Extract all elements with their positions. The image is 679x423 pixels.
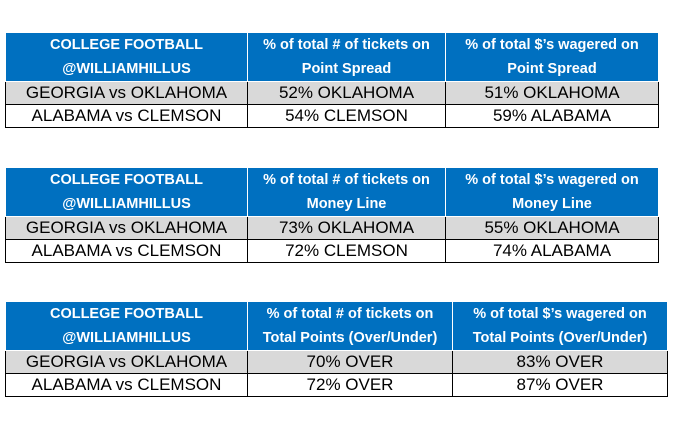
- header-cell-wagered: % of total $’s wagered on Point Spread: [445, 32, 659, 82]
- header-line: @WILLIAMHILLUS: [62, 196, 191, 212]
- header-cell-event: COLLEGE FOOTBALL @WILLIAMHILLUS: [5, 167, 248, 217]
- tickets-cell: 72% OVER: [247, 373, 453, 397]
- header-cell-tickets: % of total # of tickets on Point Spread: [247, 32, 446, 82]
- header-line: % of total $’s wagered on: [465, 172, 639, 188]
- header-line: % of total $’s wagered on: [473, 306, 647, 322]
- tickets-cell: 72% CLEMSON: [247, 239, 446, 263]
- header-line: % of total $’s wagered on: [465, 37, 639, 53]
- header-row: COLLEGE FOOTBALL @WILLIAMHILLUS % of tot…: [5, 167, 659, 217]
- header-cell-wagered: % of total $’s wagered on Money Line: [445, 167, 659, 217]
- total-points-table: COLLEGE FOOTBALL @WILLIAMHILLUS % of tot…: [5, 301, 668, 397]
- header-line: Point Spread: [301, 61, 392, 77]
- matchup-cell: ALABAMA vs CLEMSON: [5, 104, 248, 128]
- table-row: GEORGIA vs OKLAHOMA 70% OVER 83% OVER: [5, 350, 668, 374]
- tickets-cell: 73% OKLAHOMA: [247, 216, 446, 240]
- wagered-cell: 51% OKLAHOMA: [445, 81, 659, 105]
- table-row: GEORGIA vs OKLAHOMA 52% OKLAHOMA 51% OKL…: [5, 81, 659, 105]
- tickets-cell: 52% OKLAHOMA: [247, 81, 446, 105]
- header-row: COLLEGE FOOTBALL @WILLIAMHILLUS % of tot…: [5, 32, 659, 82]
- table-row: ALABAMA vs CLEMSON 72% CLEMSON 74% ALABA…: [5, 239, 659, 263]
- header-line: COLLEGE FOOTBALL: [49, 37, 204, 53]
- header-cell-tickets: % of total # of tickets on Money Line: [247, 167, 446, 217]
- header-line: @WILLIAMHILLUS: [62, 330, 191, 346]
- table-row: ALABAMA vs CLEMSON 54% CLEMSON 59% ALABA…: [5, 104, 659, 128]
- header-line: COLLEGE FOOTBALL: [49, 306, 204, 322]
- header-line: Total Points (Over/Under): [472, 330, 648, 346]
- point-spread-table: COLLEGE FOOTBALL @WILLIAMHILLUS % of tot…: [5, 32, 659, 128]
- header-line: COLLEGE FOOTBALL: [49, 172, 204, 188]
- wagered-cell: 83% OVER: [452, 350, 668, 374]
- table-row: GEORGIA vs OKLAHOMA 73% OKLAHOMA 55% OKL…: [5, 216, 659, 240]
- matchup-cell: GEORGIA vs OKLAHOMA: [5, 81, 248, 105]
- header-line: % of total # of tickets on: [263, 172, 430, 188]
- wagered-cell: 87% OVER: [452, 373, 668, 397]
- header-line: % of total # of tickets on: [266, 306, 434, 322]
- header-line: Point Spread: [507, 61, 597, 77]
- header-line: Money Line: [512, 196, 592, 212]
- wagered-cell: 59% ALABAMA: [445, 104, 659, 128]
- matchup-cell: GEORGIA vs OKLAHOMA: [5, 350, 248, 374]
- header-cell-event: COLLEGE FOOTBALL @WILLIAMHILLUS: [5, 32, 248, 82]
- wagered-cell: 74% ALABAMA: [445, 239, 659, 263]
- money-line-table: COLLEGE FOOTBALL @WILLIAMHILLUS % of tot…: [5, 167, 659, 263]
- matchup-cell: ALABAMA vs CLEMSON: [5, 373, 248, 397]
- header-line: Money Line: [306, 196, 387, 212]
- matchup-cell: GEORGIA vs OKLAHOMA: [5, 216, 248, 240]
- tickets-cell: 70% OVER: [247, 350, 453, 374]
- wagered-cell: 55% OKLAHOMA: [445, 216, 659, 240]
- header-line: @WILLIAMHILLUS: [62, 61, 191, 77]
- header-cell-wagered: % of total $’s wagered on Total Points (…: [452, 301, 668, 351]
- table-row: ALABAMA vs CLEMSON 72% OVER 87% OVER: [5, 373, 668, 397]
- tickets-cell: 54% CLEMSON: [247, 104, 446, 128]
- matchup-cell: ALABAMA vs CLEMSON: [5, 239, 248, 263]
- header-line: % of total # of tickets on: [263, 37, 430, 53]
- header-cell-tickets: % of total # of tickets on Total Points …: [247, 301, 453, 351]
- header-row: COLLEGE FOOTBALL @WILLIAMHILLUS % of tot…: [5, 301, 668, 351]
- header-line: Total Points (Over/Under): [262, 330, 438, 346]
- header-cell-event: COLLEGE FOOTBALL @WILLIAMHILLUS: [5, 301, 248, 351]
